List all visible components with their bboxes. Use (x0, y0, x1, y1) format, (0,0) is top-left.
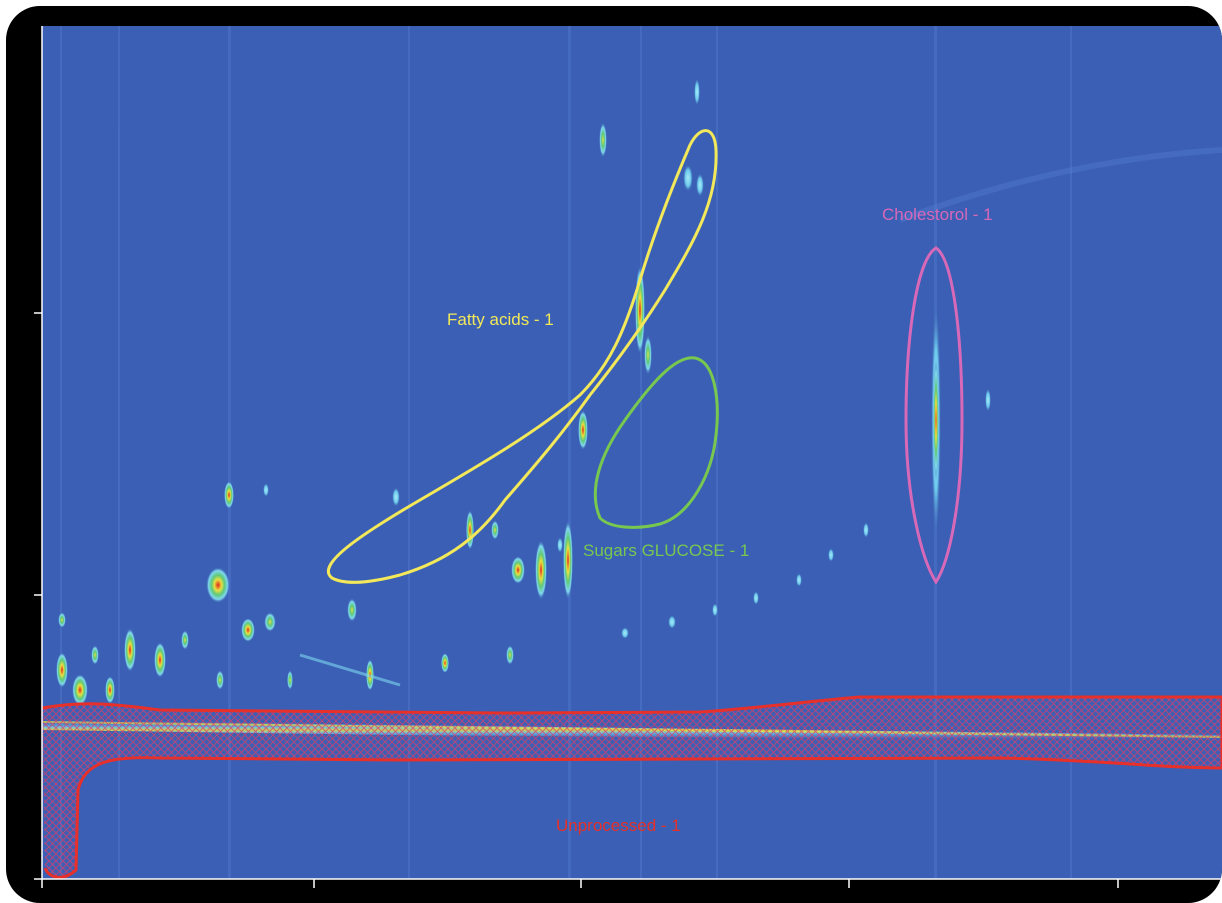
region-cholestorol (904, 246, 964, 585)
region-fatty-acids (326, 129, 718, 584)
background-arc (898, 147, 1222, 223)
axes (34, 26, 1222, 888)
label-sugars-glucose: Sugars GLUCOSE - 1 (583, 541, 749, 560)
label-fatty-acids: Fatty acids - 1 (447, 310, 554, 329)
chart-frame: Fatty acids - 1 Sugars GLUCOSE - 1 Chole… (6, 6, 1222, 903)
chromatogram-plot: Fatty acids - 1 Sugars GLUCOSE - 1 Chole… (34, 26, 1222, 888)
diagonal-streak (299, 653, 401, 687)
region-sugars-glucose (593, 356, 719, 529)
region-unprocessed (41, 695, 1222, 879)
label-unprocessed: Unprocessed - 1 (556, 816, 681, 835)
label-cholestorol: Cholestorol - 1 (882, 205, 993, 224)
region-unprocessed-fill (42, 697, 1222, 878)
peaks (56, 78, 991, 706)
